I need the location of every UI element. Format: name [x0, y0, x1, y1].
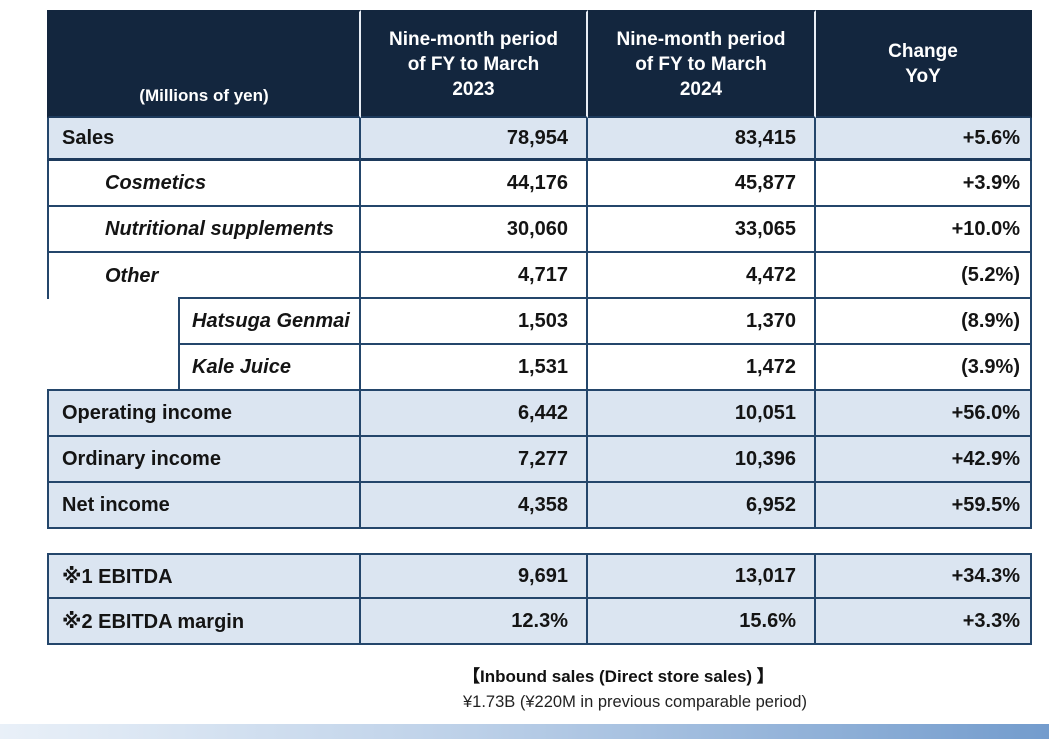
value-fy2024: 1,370: [588, 299, 816, 345]
value-change: (8.9%): [816, 299, 1032, 345]
financial-results-table: (Millions of yen) Nine-month period of F…: [47, 10, 1032, 529]
header-col-fy2023: Nine-month period of FY to March 2023: [361, 10, 588, 118]
row-label: Net income: [47, 483, 361, 529]
row-label-spacer: [178, 253, 361, 299]
col-change-label: Change YoY: [888, 41, 958, 87]
table-row-ebitda: ※1 EBITDA 9,691 13,017 +34.3%: [47, 553, 1032, 599]
value-fy2024: 45,877: [588, 161, 816, 207]
value-fy2023: 1,531: [361, 345, 588, 391]
bottom-accent-bar: [0, 724, 1049, 739]
col-fy2024-label: Nine-month period of FY to March 2024: [616, 28, 786, 100]
table-row-sales: Sales 78,954 83,415 +5.6%: [47, 118, 1032, 161]
value-change: +59.5%: [816, 483, 1032, 529]
inbound-sales-title: 【Inbound sales (Direct store sales) 】: [463, 667, 774, 686]
ebitda-table: ※1 EBITDA 9,691 13,017 +34.3% ※2 EBITDA …: [47, 553, 1032, 645]
unit-note-label: (Millions of yen): [139, 86, 269, 105]
value-fy2023: 6,442: [361, 391, 588, 437]
table-row-other: Other 4,717 4,472 (5.2%): [47, 253, 1032, 299]
table-header-row: (Millions of yen) Nine-month period of F…: [47, 10, 1032, 118]
value-fy2023: 1,503: [361, 299, 588, 345]
table-row-ebitda-margin: ※2 EBITDA margin 12.3% 15.6% +3.3%: [47, 599, 1032, 645]
value-fy2023: 44,176: [361, 161, 588, 207]
value-fy2024: 33,065: [588, 207, 816, 253]
row-label: Sales: [47, 118, 361, 161]
value-fy2023: 4,358: [361, 483, 588, 529]
table-row-cosmetics: Cosmetics 44,176 45,877 +3.9%: [47, 161, 1032, 207]
row-label: Hatsuga Genmai: [178, 299, 361, 345]
indent-spacer: [47, 299, 178, 345]
value-change: +3.9%: [816, 161, 1032, 207]
row-label: Kale Juice: [178, 345, 361, 391]
value-fy2024: 13,017: [588, 553, 816, 599]
indent-spacer: [47, 345, 178, 391]
row-label: Other: [47, 253, 178, 299]
row-label: Operating income: [47, 391, 361, 437]
value-fy2024: 83,415: [588, 118, 816, 161]
table-row-net-income: Net income 4,358 6,952 +59.5%: [47, 483, 1032, 529]
value-fy2023: 7,277: [361, 437, 588, 483]
inbound-sales-note: 【Inbound sales (Direct store sales) 】 ¥1…: [463, 662, 807, 712]
table-row-nutritional-supplements: Nutritional supplements 30,060 33,065 +1…: [47, 207, 1032, 253]
value-change: +10.0%: [816, 207, 1032, 253]
value-change: +5.6%: [816, 118, 1032, 161]
header-unit-note: (Millions of yen): [47, 10, 361, 118]
table-row-kale-juice: Kale Juice 1,531 1,472 (3.9%): [47, 345, 1032, 391]
value-change: (5.2%): [816, 253, 1032, 299]
row-label: Cosmetics: [47, 161, 361, 207]
inbound-sales-value: ¥1.73B (¥220M in previous comparable per…: [463, 693, 807, 711]
header-col-fy2024: Nine-month period of FY to March 2024: [588, 10, 816, 118]
row-label: ※1 EBITDA: [47, 553, 361, 599]
row-label: ※2 EBITDA margin: [47, 599, 361, 645]
value-fy2024: 1,472: [588, 345, 816, 391]
value-fy2023: 9,691: [361, 553, 588, 599]
col-fy2023-label: Nine-month period of FY to March 2023: [389, 28, 558, 100]
value-fy2023: 30,060: [361, 207, 588, 253]
row-label: Nutritional supplements: [47, 207, 361, 253]
value-change: +56.0%: [816, 391, 1032, 437]
table-row-hatsuga-genmai: Hatsuga Genmai 1,503 1,370 (8.9%): [47, 299, 1032, 345]
value-fy2024: 4,472: [588, 253, 816, 299]
value-fy2023: 78,954: [361, 118, 588, 161]
table-row-operating-income: Operating income 6,442 10,051 +56.0%: [47, 391, 1032, 437]
header-col-change: Change YoY: [816, 10, 1032, 118]
value-change: +42.9%: [816, 437, 1032, 483]
value-fy2023: 12.3%: [361, 599, 588, 645]
value-fy2024: 10,396: [588, 437, 816, 483]
value-change: +34.3%: [816, 553, 1032, 599]
value-change: +3.3%: [816, 599, 1032, 645]
value-fy2023: 4,717: [361, 253, 588, 299]
value-change: (3.9%): [816, 345, 1032, 391]
value-fy2024: 15.6%: [588, 599, 816, 645]
value-fy2024: 6,952: [588, 483, 816, 529]
table-row-ordinary-income: Ordinary income 7,277 10,396 +42.9%: [47, 437, 1032, 483]
row-label: Ordinary income: [47, 437, 361, 483]
value-fy2024: 10,051: [588, 391, 816, 437]
